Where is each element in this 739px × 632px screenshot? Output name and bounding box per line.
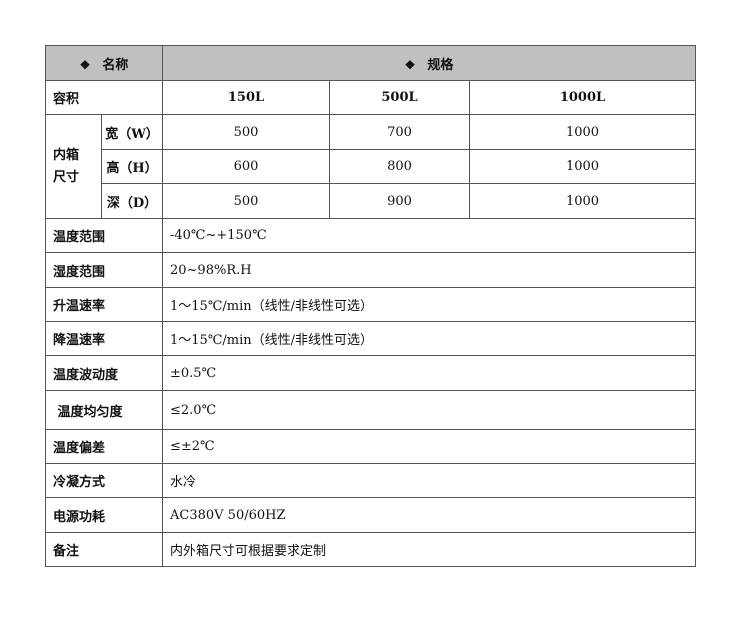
spec-label: 电源功耗 [45,497,163,533]
spec-label: 冷凝方式 [45,463,163,498]
size-value: 700 [329,114,470,150]
spec-value: ≤±2℃ [162,429,696,464]
spec-row: 湿度范围 20~98%R.H [45,252,696,288]
size-row: 深（D） 500 900 1000 [46,183,696,219]
spec-label: 温度范围 [45,218,163,253]
header-name: ❖ 名称 [45,45,163,81]
spec-value: 1～15℃/min（线性/非线性可选） [162,287,696,322]
size-value: 500 [162,183,330,219]
spec-row: 温度偏差 ≤±2℃ [45,429,696,464]
header-spec-label: 规格 [427,57,454,73]
size-value: 1000 [469,149,696,184]
spec-row: 温度波动度 ±0.5℃ [45,355,696,391]
spec-value: 1～15℃/min（线性/非线性可选） [162,321,696,356]
size-value: 1000 [469,183,696,219]
header-spec: ❖ 规格 [162,45,696,81]
spec-row: 冷凝方式 水冷 [45,463,696,498]
spec-label: 温度偏差 [45,429,163,464]
size-row: 内箱尺寸 宽（W） 500 700 1000 [45,114,696,219]
spec-row: 温度均匀度 ≤2.0℃ [45,390,696,430]
spec-value: ≤2.0℃ [162,390,696,430]
spec-row: 电源功耗 AC380V 50/60HZ [45,497,696,533]
capacity-label: 容积 [45,80,163,115]
diamond-bullet-icon: ❖ [404,57,416,72]
size-label: 深（D） [101,183,163,219]
spec-value: 水冷 [162,463,696,498]
size-label: 宽（W） [101,114,163,150]
spec-value: ±0.5℃ [162,355,696,391]
diamond-bullet-icon: ❖ [79,57,91,72]
header-row: ❖ 名称 ❖ 规格 [45,45,696,81]
spec-label: 湿度范围 [45,252,163,288]
capacity-row: 容积 150L 500L 1000L [45,80,696,115]
size-value: 600 [162,149,330,184]
spec-table: ❖ 名称 ❖ 规格 容积 150L 500L 1000L 内箱尺寸 宽（W） 500… [45,45,696,567]
spec-row: 降温速率 1～15℃/min（线性/非线性可选） [45,321,696,356]
spec-value: 20~98%R.H [162,252,696,288]
spec-row: 备注 内外箱尺寸可根据要求定制 [45,532,696,567]
spec-label: 降温速率 [45,321,163,356]
size-value: 900 [329,183,470,219]
header-name-label: 名称 [102,57,129,73]
size-value: 1000 [469,114,696,150]
capacity-value: 1000L [469,80,696,115]
spec-label: 备注 [45,532,163,567]
spec-label: 温度波动度 [45,355,163,391]
spec-value: -40℃~+150℃ [162,218,696,253]
spec-label: 温度均匀度 [45,390,163,430]
inner-size-label: 内箱尺寸 [45,114,102,219]
spec-label: 升温速率 [45,287,163,322]
size-value: 800 [329,149,470,184]
size-value: 500 [162,114,330,150]
spec-value: 内外箱尺寸可根据要求定制 [162,532,696,567]
capacity-value: 500L [329,80,470,115]
size-row: 高（H） 600 800 1000 [46,149,696,184]
spec-value: AC380V 50/60HZ [162,497,696,533]
spec-row: 升温速率 1～15℃/min（线性/非线性可选） [45,287,696,322]
capacity-value: 150L [162,80,330,115]
spec-row: 温度范围 -40℃~+150℃ [45,218,696,253]
size-label: 高（H） [101,149,163,184]
